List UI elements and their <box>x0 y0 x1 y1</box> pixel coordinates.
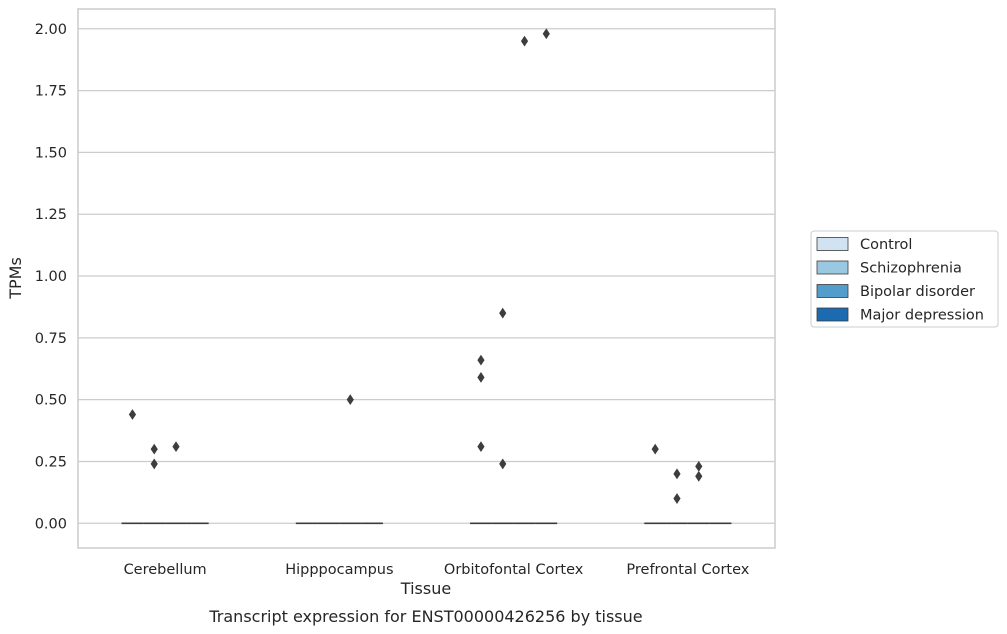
plot-frame <box>77 8 776 549</box>
outlier-point <box>477 371 485 383</box>
outlier-points <box>128 28 703 504</box>
outlier-point <box>673 493 681 504</box>
outlier-point <box>150 458 158 470</box>
legend: Control Schizophrenia Bipolar disorder Majo… <box>810 230 999 328</box>
y-tick-label: 0.00 <box>35 516 67 532</box>
grid-lines <box>78 28 775 524</box>
y-tick-labels: 0.00 0.25 0.50 0.75 1.00 1.25 1.50 1.75 2.00 <box>35 22 67 532</box>
outlier-point <box>477 441 485 453</box>
y-tick-label: 1.50 <box>35 145 67 161</box>
outlier-point <box>346 394 354 406</box>
outlier-point <box>542 28 550 40</box>
legend-swatch <box>816 284 849 298</box>
legend-frame <box>810 230 999 328</box>
legend-swatch <box>816 260 849 275</box>
x-tick-label: Prefrontal Cortex <box>626 562 749 578</box>
y-tick-label: 0.25 <box>35 454 67 470</box>
legend-label: Schizophrenia <box>860 261 962 277</box>
outlier-point <box>695 461 703 472</box>
outlier-point <box>477 354 485 366</box>
outlier-point <box>172 441 180 453</box>
x-axis-label: Tissue <box>400 579 451 598</box>
x-tick-labels: Cerebellum Hipppocampus Orbitofontal Corte… <box>124 562 750 578</box>
outlier-point <box>128 409 137 420</box>
outlier-point <box>673 468 681 480</box>
y-tick-label: 1.25 <box>35 207 67 223</box>
x-tick-label: Cerebellum <box>124 562 207 578</box>
y-tick-label: 2.00 <box>35 22 67 38</box>
y-tick-label: 1.00 <box>35 269 67 285</box>
y-tick-label: 0.75 <box>35 331 67 347</box>
outlier-point <box>520 35 529 47</box>
legend-swatch <box>816 237 849 251</box>
y-tick-label: 0.50 <box>35 393 67 409</box>
legend-label: Control <box>860 237 912 253</box>
outlier-point <box>499 458 507 470</box>
outlier-point <box>651 443 659 455</box>
outlier-point <box>150 443 158 455</box>
outlier-point <box>499 307 507 319</box>
legend-swatch <box>816 307 849 322</box>
legend-label: Major depression <box>860 308 984 324</box>
y-tick-label: 1.75 <box>35 84 67 100</box>
chart-caption: Transcript expression for ENST0000042625… <box>208 607 642 626</box>
x-tick-label: Hipppocampus <box>285 562 393 578</box>
x-tick-label: Orbitofontal Cortex <box>444 562 584 578</box>
legend-label: Bipolar disorder <box>860 284 975 300</box>
y-axis-label: TPMs <box>6 257 25 300</box>
plot-area <box>78 9 775 548</box>
outlier-point <box>695 470 703 482</box>
